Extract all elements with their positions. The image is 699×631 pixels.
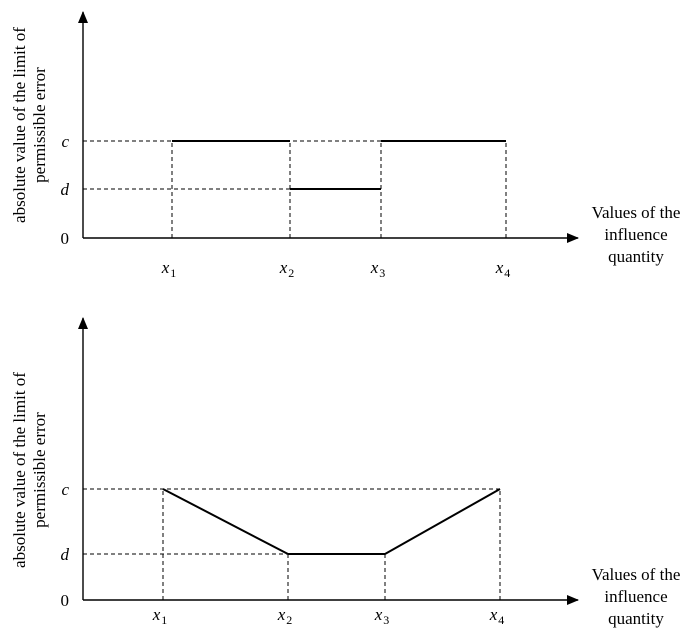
x-tick-label-x1: x1 — [161, 258, 177, 280]
x-axis-label-line-1: Values of the — [592, 203, 681, 222]
x-tick-label-x3: x3 — [374, 605, 390, 627]
x-axis-label-line-2: influence — [604, 587, 667, 606]
x-tick-label-x2: x2 — [279, 258, 295, 280]
x-axis-label-line-1: Values of the — [592, 565, 681, 584]
y-level-label-d: d — [61, 545, 70, 564]
y-level-label-c: c — [61, 132, 69, 151]
x-tick-label-x4: x4 — [495, 258, 511, 280]
y-level-label-d: d — [61, 180, 70, 199]
x-tick-label-x3: x3 — [370, 258, 386, 280]
y-axis-label: absolute value of the limit ofpermissibl… — [10, 27, 49, 223]
y-level-label-c: c — [61, 480, 69, 499]
x-tick-label-x4: x4 — [489, 605, 505, 627]
x-tick-label-x2: x2 — [277, 605, 293, 627]
x-tick-label-x1: x1 — [152, 605, 168, 627]
x-axis-label-line-2: influence — [604, 225, 667, 244]
chart-2: c d x1 x2 x3 x4 0 absolute value of the limit o… — [10, 317, 681, 628]
origin-label: 0 — [61, 591, 70, 610]
y-axis-label: absolute value of the limit ofpermissibl… — [10, 372, 49, 568]
series-line-1 — [162, 488, 501, 555]
x-axis-label-line-3: quantity — [608, 609, 664, 628]
x-axis-label-line-3: quantity — [608, 247, 664, 266]
origin-label: 0 — [61, 229, 70, 248]
chart-1: c d x1 x2 x3 x4 0 absolute value of the limit o… — [10, 11, 681, 280]
